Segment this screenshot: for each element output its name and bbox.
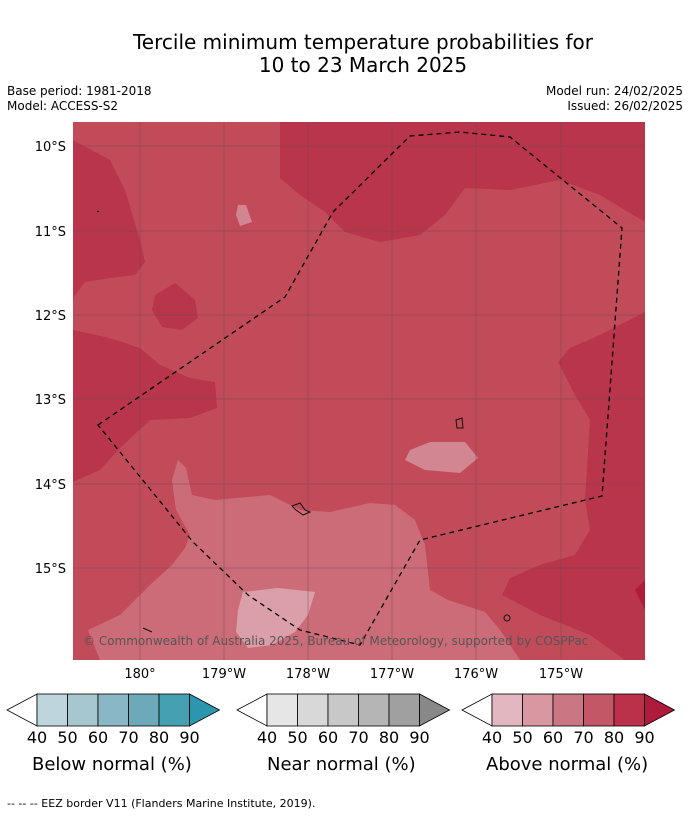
lon-label: 175°W	[539, 667, 583, 682]
colorbar-tick-label: 50	[512, 728, 533, 747]
colorbar-tick-label: 80	[378, 728, 400, 747]
gridlines	[73, 122, 645, 660]
lon-label: 178°W	[286, 667, 330, 682]
prob-region-islet	[236, 205, 252, 226]
colorbar-segment	[67, 693, 99, 727]
colorbar-segment	[491, 693, 523, 727]
colorbar-segment	[583, 693, 615, 727]
copyright-text: © Commonwealth of Australia 2025, Bureau…	[83, 634, 588, 648]
colorbar-extend-high	[419, 693, 451, 727]
colorbar-extend-low	[461, 693, 493, 727]
island-dot	[96, 210, 100, 213]
colorbar-extend-low	[6, 693, 38, 727]
colorbar-extend-low	[236, 693, 268, 727]
prob-region-east-patch	[405, 442, 478, 473]
prob-region-small	[152, 283, 198, 330]
lon-label: 179°W	[202, 667, 246, 682]
colorbar-tick-label: 80	[603, 728, 625, 747]
lat-label: 10°S	[35, 140, 66, 155]
colorbar-segment	[552, 693, 584, 727]
colorbar-tick-label: 60	[542, 728, 564, 747]
colorbar-extend-high	[644, 693, 676, 727]
colorbar-tick-label: 40	[481, 728, 503, 747]
title-line-1: Tercile minimum temperature probabilitie…	[132, 30, 594, 54]
colorbar-segment	[266, 693, 298, 727]
lat-label: 14°S	[35, 478, 66, 493]
colorbar-tick-label: 40	[26, 728, 48, 747]
colorbar-tick-label: 70	[348, 728, 369, 747]
colorbar-tick-label: 90	[634, 728, 655, 747]
meta-right: Model run: 24/02/2025 Issued: 26/02/2025	[546, 84, 683, 114]
colorbar-segment	[327, 693, 359, 727]
base-period: Base period: 1981-2018	[7, 84, 152, 98]
colorbar-tick-label: 90	[409, 728, 430, 747]
legend-near-label: Near normal (%)	[267, 754, 416, 775]
colorbar-tick-label: 70	[118, 728, 139, 747]
colorbar-segment	[158, 693, 190, 727]
lat-label: 15°S	[35, 562, 66, 577]
colorbar-extend-high	[189, 693, 221, 727]
colorbar-segment	[613, 693, 645, 727]
prob-region-north	[280, 122, 645, 242]
lon-labels: 180° 179°W 178°W 177°W 176°W 175°W	[124, 667, 583, 682]
lon-label: 177°W	[370, 667, 414, 682]
colorbar-segment	[388, 693, 420, 727]
colorbar-segment	[297, 693, 329, 727]
lat-labels: 10°S 11°S 12°S 13°S 14°S 15°S	[35, 140, 66, 577]
lat-label: 13°S	[35, 393, 66, 408]
colorbar-tick-label: 40	[256, 728, 278, 747]
title-line-2: 10 to 23 March 2025	[258, 53, 468, 77]
colorbar-tick-label: 60	[317, 728, 339, 747]
chart-title: Tercile minimum temperature probabilitie…	[0, 31, 690, 77]
model-name: Model: ACCESS-S2	[7, 99, 119, 113]
eez-footer-note: -- -- -- EEZ border V11 (Flanders Marine…	[7, 797, 316, 810]
prob-region-east-edge	[635, 580, 645, 610]
island-north	[455, 417, 464, 429]
colorbar-tick-label: 80	[148, 728, 170, 747]
colorbar-tick-label: 90	[179, 728, 200, 747]
colorbar-segment	[358, 693, 390, 727]
colorbar-tick-label: 60	[87, 728, 109, 747]
lat-label: 12°S	[35, 309, 66, 324]
legend-above-label: Above normal (%)	[486, 754, 649, 775]
island-wallis	[291, 502, 312, 516]
issued-date: Issued: 26/02/2025	[567, 99, 683, 113]
colorbar-below	[6, 693, 221, 727]
colorbar-tick-label: 50	[57, 728, 78, 747]
lat-label: 11°S	[35, 225, 66, 240]
prob-region-south	[88, 460, 520, 660]
legend-below-label: Below normal (%)	[32, 754, 192, 775]
model-run: Model run: 24/02/2025	[545, 84, 683, 98]
island-southeast	[503, 614, 511, 622]
prob-region-west-lower	[73, 330, 217, 482]
map-area: © Commonwealth of Australia 2025, Bureau…	[73, 122, 645, 660]
islands	[96, 210, 511, 633]
colorbar-tick-label: 70	[573, 728, 594, 747]
eez-border	[97, 131, 623, 646]
colorbar-segment	[36, 693, 68, 727]
colorbar-segment	[128, 693, 160, 727]
colorbar-segment	[522, 693, 554, 727]
meta-left: Base period: 1981-2018 Model: ACCESS-S2	[7, 84, 152, 114]
prob-region-west-upper	[73, 140, 145, 298]
colorbar-near	[236, 693, 451, 727]
colorbar-segment	[97, 693, 129, 727]
colorbar-above	[461, 693, 676, 727]
prob-region-southwest	[236, 588, 315, 648]
lon-label: 176°W	[454, 667, 498, 682]
island-southwest	[142, 627, 153, 633]
colorbar-tick-label: 50	[287, 728, 308, 747]
lon-label: 180°	[124, 667, 155, 682]
